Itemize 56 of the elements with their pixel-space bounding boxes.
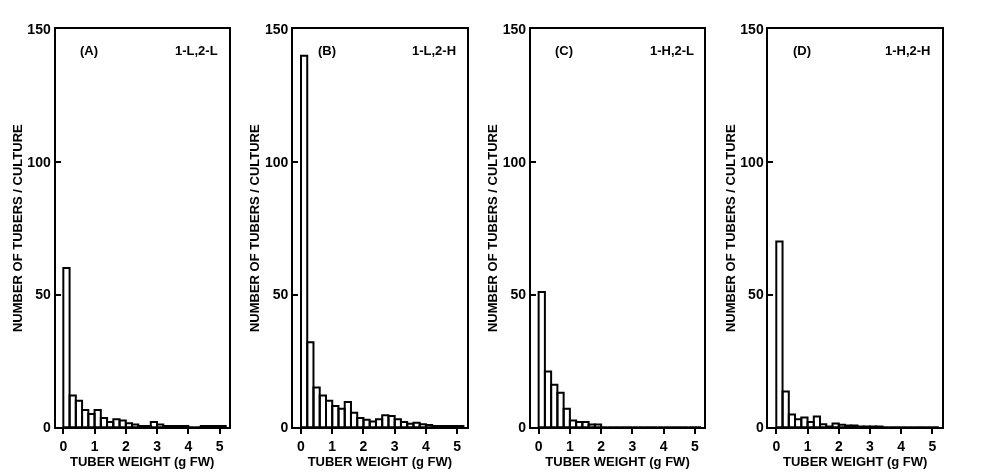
x-tick-label: 3	[628, 438, 637, 455]
y-axis-title: NUMBER OF TUBERS / CULTURE	[9, 124, 25, 333]
y-tick-label: 150	[265, 21, 289, 38]
annotation: (C)	[555, 43, 574, 58]
y-tick-label: 0	[755, 419, 764, 436]
x-tick-label: 2	[359, 438, 368, 455]
x-tick-label: 5	[215, 438, 224, 455]
x-tick-label: 0	[772, 438, 781, 455]
annotation: (A)	[80, 43, 99, 58]
x-tick-label: 3	[153, 438, 162, 455]
x-tick-label: 4	[184, 438, 193, 455]
y-tick-label: 150	[502, 21, 527, 38]
x-axis-title: TUBER WEIGHT (g FW)	[69, 454, 215, 470]
x-tick-label: 3	[390, 438, 399, 455]
x-tick-label: 1	[803, 438, 812, 455]
y-tick-label: 0	[280, 419, 289, 436]
x-tick-label: 4	[897, 438, 906, 455]
annotation: (D)	[793, 43, 812, 58]
x-axis-title: TUBER WEIGHT (g FW)	[307, 454, 453, 470]
y-tick-label: 100	[502, 153, 527, 170]
x-tick-label: 5	[453, 438, 462, 455]
y-axis-title: NUMBER OF TUBERS / CULTURE	[722, 124, 738, 333]
x-axis-title: TUBER WEIGHT (g FW)	[782, 454, 928, 470]
y-tick-label: 50	[748, 286, 764, 303]
x-tick-label: 5	[690, 438, 699, 455]
x-tick-label: 0	[59, 438, 68, 455]
y-tick-label: 50	[35, 286, 51, 303]
y-tick-label: 100	[265, 153, 289, 170]
y-tick-label: 100	[27, 153, 51, 170]
annotation: (B)	[318, 43, 337, 58]
x-axis-title: TUBER WEIGHT (g FW)	[545, 454, 690, 470]
x-tick-label: 4	[659, 438, 668, 455]
annotation: 1-H,2-L	[650, 43, 695, 58]
x-tick-label: 2	[834, 438, 843, 455]
x-tick-label: 3	[866, 438, 875, 455]
x-tick-label: 2	[597, 438, 606, 455]
x-tick-label: 2	[121, 438, 130, 455]
x-tick-label: 0	[297, 438, 306, 455]
annotation: 1-L,2-L	[175, 43, 218, 58]
y-tick-label: 0	[518, 419, 527, 436]
y-tick-label: 150	[27, 21, 51, 38]
x-tick-label: 1	[565, 438, 574, 455]
y-tick-label: 50	[272, 286, 289, 303]
y-tick-label: 100	[740, 153, 764, 170]
x-tick-label: 5	[928, 438, 937, 455]
x-tick-label: 0	[534, 438, 543, 455]
y-axis-title: NUMBER OF TUBERS / CULTURE	[247, 124, 263, 333]
y-axis-title: NUMBER OF TUBERS / CULTURE	[485, 124, 501, 333]
annotation: 1-L,2-H	[412, 43, 457, 58]
x-tick-label: 4	[422, 438, 431, 455]
x-tick-label: 1	[90, 438, 99, 455]
annotation: 1-H,2-H	[885, 43, 931, 58]
y-tick-label: 150	[740, 21, 764, 38]
x-tick-label: 1	[328, 438, 337, 455]
y-tick-label: 50	[510, 286, 527, 303]
y-tick-label: 0	[42, 419, 51, 436]
